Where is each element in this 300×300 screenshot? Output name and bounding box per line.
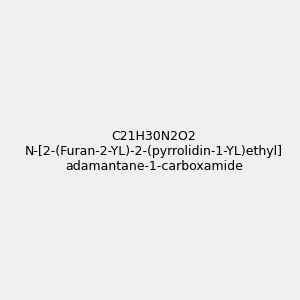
Text: C21H30N2O2
N-[2-(Furan-2-YL)-2-(pyrrolidin-1-YL)ethyl]
adamantane-1-carboxamide: C21H30N2O2 N-[2-(Furan-2-YL)-2-(pyrrolid…: [25, 130, 283, 173]
